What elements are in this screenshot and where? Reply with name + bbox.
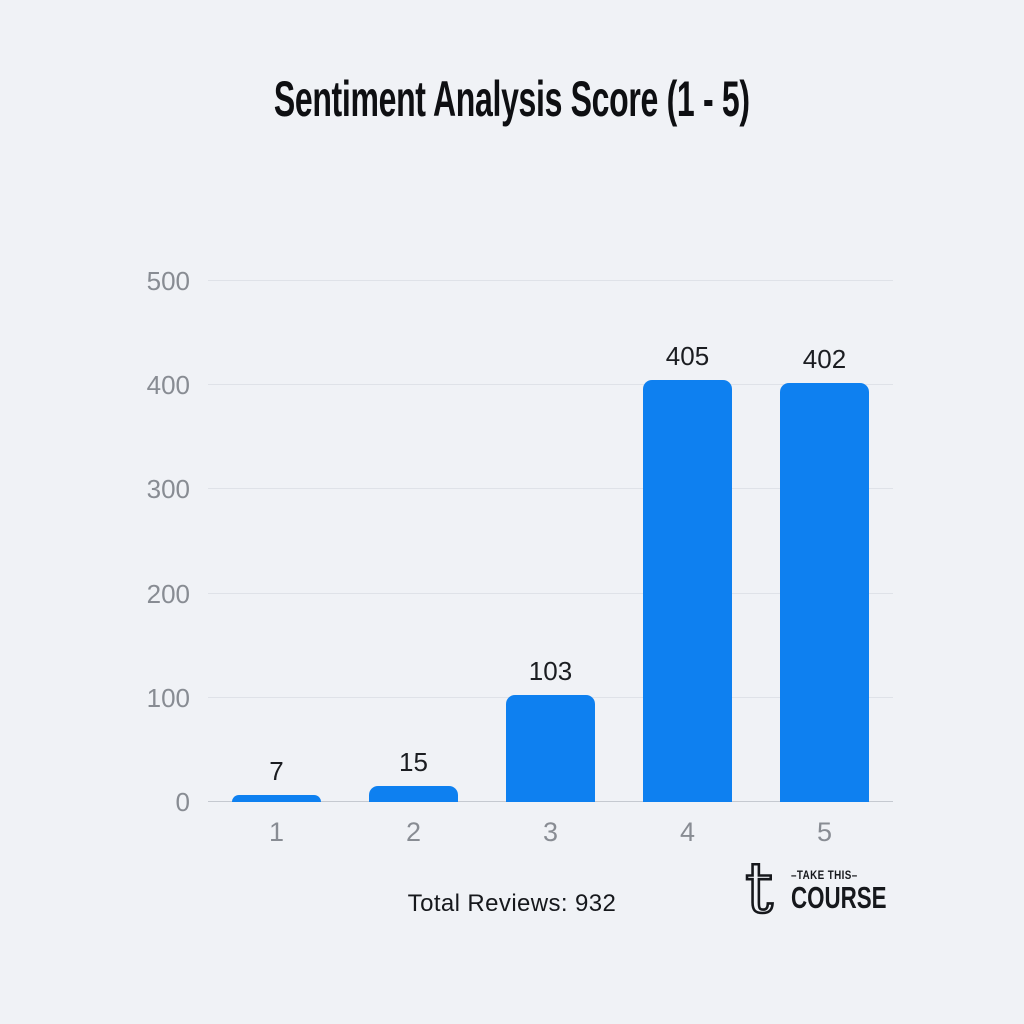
bar-value-label-5: 402 (802, 344, 847, 375)
y-axis-tick-0: 0 (175, 787, 190, 817)
y-axis-tick-400: 400 (146, 370, 190, 401)
takethiscourse-logo: t –TAKE THIS– COURSE (741, 860, 924, 922)
bars-container: 7 1 15 2 103 3 405 4 402 5 (208, 281, 893, 847)
bar-slot-3: 103 3 (482, 281, 619, 847)
bar-slot-5: 402 5 (756, 281, 893, 847)
logo-text-block: –TAKE THIS– COURSE (791, 860, 924, 913)
t-logo-glyph: t (745, 860, 773, 922)
bar-3 (506, 694, 595, 802)
gridline-500 (208, 280, 893, 281)
bar-value-label-1: 7 (269, 755, 284, 786)
t-logo-icon: t (744, 860, 775, 922)
gridline-300 (208, 488, 893, 490)
bar-value-label-3: 103 (528, 655, 573, 686)
bar-4 (643, 380, 732, 802)
gridline-200 (208, 592, 893, 594)
chart-title: Sentiment Analysis Score (1 - 5) (0, 70, 1024, 128)
y-axis-tick-500: 500 (146, 266, 190, 296)
y-axis-tick-200: 200 (146, 578, 190, 609)
x-axis-label-4: 4 (679, 817, 696, 847)
bar-value-label-4: 405 (665, 341, 710, 371)
bar-2 (369, 786, 458, 802)
x-axis-label-5: 5 (816, 817, 833, 847)
x-axis-label-1: 1 (268, 817, 285, 847)
chart-title-text: Sentiment Analysis Score (1 - 5) (274, 71, 750, 127)
bar-slot-2: 15 2 (345, 281, 482, 847)
logo-tagline: –TAKE THIS– (791, 868, 859, 882)
bar-slot-4: 405 4 (619, 281, 756, 847)
x-axis-label-3: 3 (542, 817, 559, 847)
logo-wordmark: COURSE (791, 880, 887, 915)
x-axis-label-2: 2 (405, 817, 422, 847)
bar-1 (232, 794, 321, 802)
bar-5 (780, 383, 869, 802)
total-reviews-label: Total Reviews: 932 (407, 890, 617, 917)
bar-value-label-2: 15 (399, 747, 428, 778)
plot-area: 0 100 200 300 400 500 7 1 15 2 103 3 405 4 402 5 (147, 267, 893, 847)
y-axis-tick-100: 100 (146, 682, 190, 713)
gridline-400 (208, 384, 893, 386)
y-axis-tick-300: 300 (146, 474, 190, 505)
